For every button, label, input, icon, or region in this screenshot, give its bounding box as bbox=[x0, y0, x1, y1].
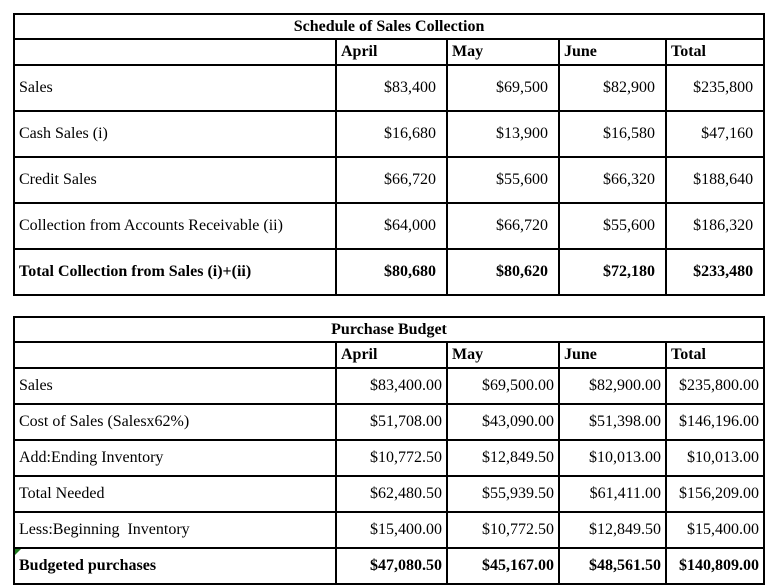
cell: $16,580 bbox=[558, 110, 667, 158]
table-row: Purchase Budget bbox=[12, 316, 766, 343]
table-total-row: Budgeted purchases $47,080.50 $45,167.00… bbox=[13, 547, 766, 585]
table-row: Cost of Sales (Salesx62%) $51,708.00 $43… bbox=[13, 403, 766, 441]
cell: $233,480 bbox=[664, 248, 766, 296]
table-header-row: April May June Total bbox=[13, 341, 766, 369]
cell: $82,900 bbox=[558, 64, 667, 112]
row-label: Total Collection from Sales (i)+(ii) bbox=[13, 248, 337, 296]
cell: $47,080.50 bbox=[335, 547, 448, 585]
cell: $61,411.00 bbox=[558, 475, 667, 513]
table-row: Sales $83,400.00 $69,500.00 $82,900.00 $… bbox=[13, 367, 766, 405]
cell: $51,398.00 bbox=[558, 403, 667, 441]
col-header-june: June bbox=[558, 38, 667, 66]
cell: $10,772.50 bbox=[335, 439, 448, 477]
col-header-total: Total bbox=[664, 341, 766, 369]
cell: $66,320 bbox=[558, 156, 667, 204]
cell: $140,809.00 bbox=[664, 547, 766, 585]
row-label: Cash Sales (i) bbox=[13, 110, 337, 158]
col-header-may: May bbox=[446, 341, 560, 369]
row-label: Collection from Accounts Receivable (ii) bbox=[13, 202, 337, 250]
col-header-may: May bbox=[446, 38, 560, 66]
purchase-budget-title: Purchase Budget bbox=[12, 316, 766, 343]
table-row: Schedule of Sales Collection bbox=[12, 13, 766, 40]
cell: $51,708.00 bbox=[335, 403, 448, 441]
cell: $82,900.00 bbox=[558, 367, 667, 405]
cell: $69,500 bbox=[446, 64, 560, 112]
col-header-april: April bbox=[335, 38, 448, 66]
cell: $16,680 bbox=[335, 110, 448, 158]
cell: $188,640 bbox=[664, 156, 766, 204]
table-row: Credit Sales $66,720 $55,600 $66,320 $18… bbox=[13, 156, 766, 204]
cell: $83,400 bbox=[335, 64, 448, 112]
table-row: Total Needed $62,480.50 $55,939.50 $61,4… bbox=[13, 475, 766, 513]
table-row: Less:Beginning Inventory $15,400.00 $10,… bbox=[13, 511, 766, 549]
table-row: Add:Ending Inventory $10,772.50 $12,849.… bbox=[13, 439, 766, 477]
row-label: Budgeted purchases bbox=[13, 547, 337, 585]
corner-cell bbox=[13, 341, 337, 369]
row-label: Sales bbox=[13, 367, 337, 405]
cell: $45,167.00 bbox=[446, 547, 560, 585]
table-row: Collection from Accounts Receivable (ii)… bbox=[13, 202, 766, 250]
cell: $48,561.50 bbox=[558, 547, 667, 585]
cell: $62,480.50 bbox=[335, 475, 448, 513]
cell: $80,680 bbox=[335, 248, 448, 296]
col-header-april: April bbox=[335, 341, 448, 369]
row-label: Credit Sales bbox=[13, 156, 337, 204]
cell: $83,400.00 bbox=[335, 367, 448, 405]
cell: $72,180 bbox=[558, 248, 667, 296]
row-label: Sales bbox=[13, 64, 337, 112]
cell: $235,800.00 bbox=[664, 367, 766, 405]
cell: $235,800 bbox=[664, 64, 766, 112]
cell: $12,849.50 bbox=[558, 511, 667, 549]
sales-collection-title: Schedule of Sales Collection bbox=[12, 13, 766, 40]
cell: $64,000 bbox=[335, 202, 448, 250]
cell: $55,600 bbox=[558, 202, 667, 250]
cell: $146,196.00 bbox=[664, 403, 766, 441]
col-header-total: Total bbox=[664, 38, 766, 66]
cell: $156,209.00 bbox=[664, 475, 766, 513]
table-row: Sales $83,400 $69,500 $82,900 $235,800 bbox=[13, 64, 766, 112]
cell: $80,620 bbox=[446, 248, 560, 296]
cell: $15,400.00 bbox=[664, 511, 766, 549]
cell: $186,320 bbox=[664, 202, 766, 250]
table-row: Cash Sales (i) $16,680 $13,900 $16,580 $… bbox=[13, 110, 766, 158]
cell: $47,160 bbox=[664, 110, 766, 158]
cell: $43,090.00 bbox=[446, 403, 560, 441]
corner-cell bbox=[13, 38, 337, 66]
cell: $55,939.50 bbox=[446, 475, 560, 513]
cell: $15,400.00 bbox=[335, 511, 448, 549]
row-label: Cost of Sales (Salesx62%) bbox=[13, 403, 337, 441]
cell: $66,720 bbox=[446, 202, 560, 250]
row-label: Total Needed bbox=[13, 475, 337, 513]
row-label: Add:Ending Inventory bbox=[13, 439, 337, 477]
cell: $55,600 bbox=[446, 156, 560, 204]
cell: $10,013.00 bbox=[664, 439, 766, 477]
purchase-budget-table: Purchase Budget April May June Total Sal… bbox=[12, 316, 766, 585]
table-total-row: Total Collection from Sales (i)+(ii) $80… bbox=[13, 248, 766, 296]
row-label-text: Budgeted purchases bbox=[19, 557, 157, 574]
col-header-june: June bbox=[558, 341, 667, 369]
cell: $69,500.00 bbox=[446, 367, 560, 405]
row-label: Less:Beginning Inventory bbox=[13, 511, 337, 549]
cell-comment-marker-icon bbox=[16, 550, 21, 555]
cell: $10,772.50 bbox=[446, 511, 560, 549]
cell: $10,013.00 bbox=[558, 439, 667, 477]
cell: $12,849.50 bbox=[446, 439, 560, 477]
table-header-row: April May June Total bbox=[13, 38, 766, 66]
cell: $66,720 bbox=[335, 156, 448, 204]
sales-collection-table: Schedule of Sales Collection April May J… bbox=[12, 13, 766, 296]
cell: $13,900 bbox=[446, 110, 560, 158]
